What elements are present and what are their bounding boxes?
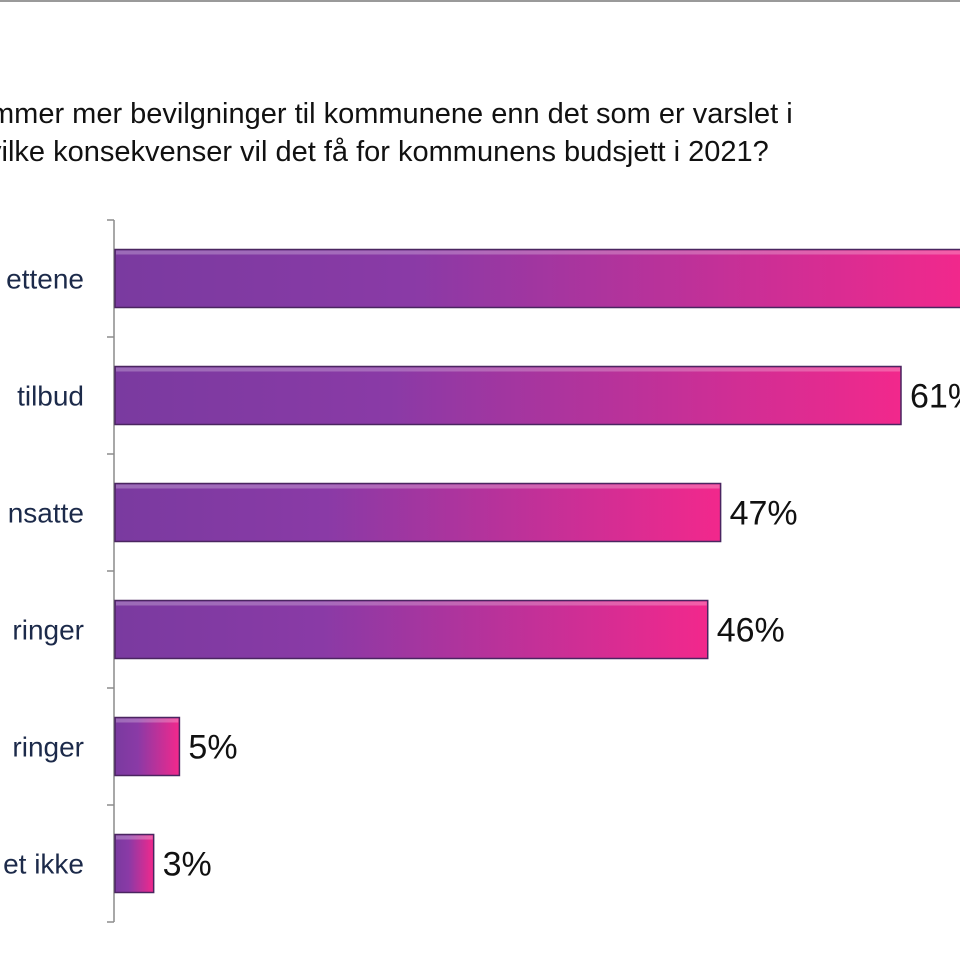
chart-title-line-2: vilke konsekvenser vil det få for kommun… xyxy=(0,136,769,168)
value-label: 47% xyxy=(730,495,798,533)
value-label: 46% xyxy=(717,612,785,650)
bar-highlight xyxy=(116,718,179,723)
value-label: 5% xyxy=(188,729,237,767)
bar-highlight xyxy=(116,835,153,840)
chart-title-line-1: mmer mer bevilgninger til kommunene enn … xyxy=(0,98,793,130)
value-label: 61% xyxy=(910,378,960,416)
bar xyxy=(114,599,709,660)
category-label: et ikke xyxy=(3,849,84,880)
top-border-line xyxy=(0,0,960,2)
value-label: 3% xyxy=(163,846,212,884)
bar xyxy=(114,365,902,426)
chart-title: mmer mer bevilgninger til kommunene enn … xyxy=(0,95,960,171)
bar xyxy=(114,248,960,309)
bar xyxy=(114,716,181,777)
category-label: tilbud xyxy=(17,381,84,412)
bar-highlight xyxy=(116,367,900,372)
category-label: ettene xyxy=(6,264,84,295)
bar-series: ettene tilbud 61% nsatte 47% ringer 46% ringer 5… xyxy=(3,248,960,894)
bar-highlight xyxy=(116,484,720,489)
y-axis xyxy=(107,219,115,923)
bar xyxy=(114,833,155,894)
bar-highlight xyxy=(116,250,960,255)
bar-highlight xyxy=(116,601,707,606)
category-label: nsatte xyxy=(8,498,84,529)
bar xyxy=(114,482,722,543)
category-label: ringer xyxy=(12,615,84,646)
category-label: ringer xyxy=(12,732,84,763)
